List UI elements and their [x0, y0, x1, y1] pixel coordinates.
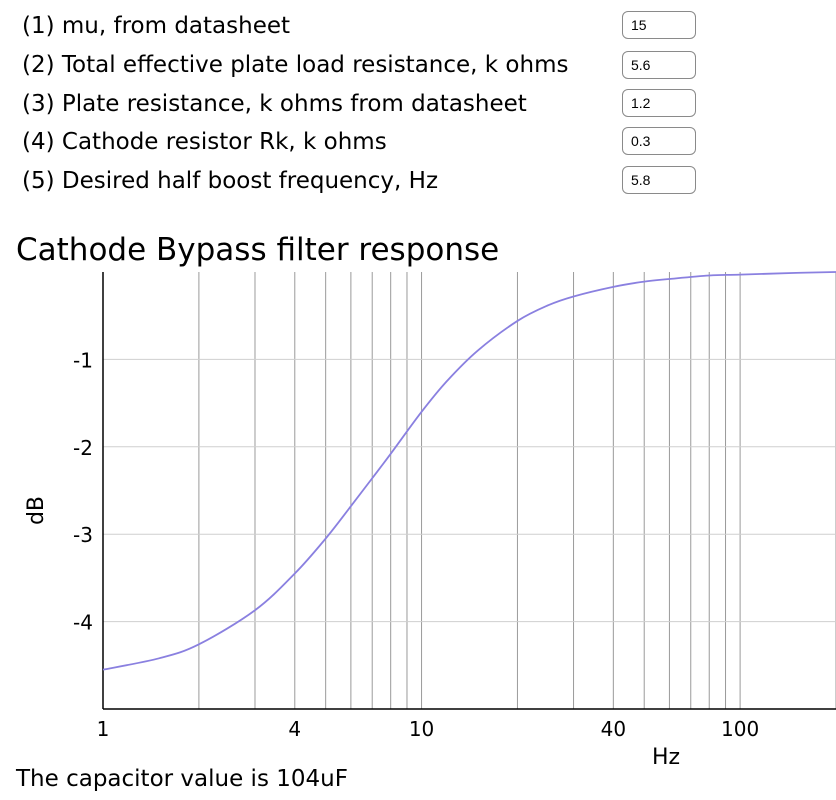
x-tick-label: 40: [601, 717, 626, 741]
y-tick-label: -3: [73, 523, 93, 547]
input-row-5: (5) Desired half boost frequency, Hz: [22, 163, 438, 199]
cathode-resistor-input[interactable]: [622, 127, 696, 155]
x-tick-label: 1: [97, 717, 110, 741]
filter-response-chart: -1 -2 -3 -4 1 4 10 40 100 Hz dB: [24, 271, 836, 770]
plate-load-resistance-input[interactable]: [622, 51, 696, 79]
input-label: (4) Cathode resistor Rk, k ohms: [22, 129, 387, 155]
plate-resistance-input[interactable]: [622, 89, 696, 117]
x-tick-label: 10: [409, 717, 434, 741]
input-label: (1) mu, from datasheet: [22, 13, 291, 39]
input-row-1: (1) mu, from datasheet: [22, 8, 290, 44]
input-row-2: (2) Total effective plate load resistanc…: [22, 47, 568, 83]
capacitor-result-text: The capacitor value is 104uF: [16, 766, 348, 792]
x-axis-label: Hz: [652, 745, 680, 770]
y-axis-label: dB: [24, 496, 49, 525]
input-label: (3) Plate resistance, k ohms from datash…: [22, 91, 527, 117]
input-label: (5) Desired half boost frequency, Hz: [22, 168, 439, 194]
x-tick-label: 100: [721, 717, 759, 741]
y-tick-label: -2: [73, 436, 93, 460]
x-tick-label: 4: [288, 717, 301, 741]
response-curve-line: [102, 271, 836, 671]
y-tick-label: -1: [73, 348, 93, 372]
input-row-3: (3) Plate resistance, k ohms from datash…: [22, 86, 527, 122]
y-tick-label: -4: [73, 611, 93, 635]
chart-title: Cathode Bypass filter response: [16, 232, 500, 268]
input-label: (2) Total effective plate load resistanc…: [22, 52, 569, 78]
input-row-4: (4) Cathode resistor Rk, k ohms: [22, 124, 387, 160]
mu-input[interactable]: [622, 11, 696, 39]
half-boost-frequency-input[interactable]: [622, 166, 696, 194]
